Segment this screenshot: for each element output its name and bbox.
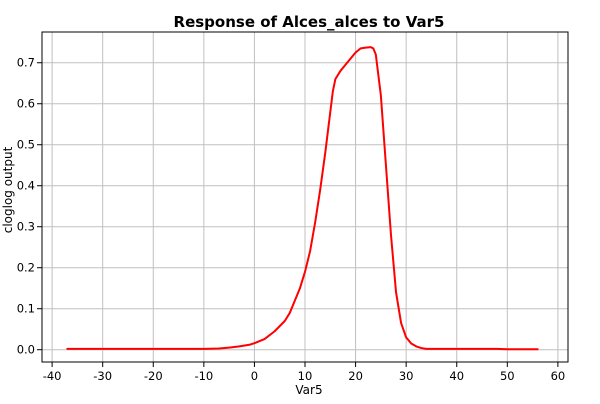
response-curve-line xyxy=(66,46,539,351)
y-tick-label: 0.0 xyxy=(17,343,35,357)
x-tick-label: 20 xyxy=(348,369,363,383)
y-tick-label: 0.3 xyxy=(17,220,35,234)
x-tick-label: 60 xyxy=(551,369,566,383)
x-tick-label: 10 xyxy=(298,369,313,383)
x-tick-label: -30 xyxy=(93,369,112,383)
ticks: -40 -30 -20 -10 0 10 20 30 40 50 60 0.0 0.1 0.2 0.3 0.4… xyxy=(17,56,566,383)
x-tick-label: -20 xyxy=(144,369,163,383)
y-tick-label: 0.1 xyxy=(17,302,35,316)
x-tick-label: 0 xyxy=(251,369,258,383)
series-layer xyxy=(66,46,539,351)
x-tick-label: 30 xyxy=(399,369,414,383)
x-tick-label: -10 xyxy=(194,369,213,383)
y-tick-label: 0.7 xyxy=(17,56,35,70)
y-tick-label: 0.2 xyxy=(17,261,35,275)
x-axis-label: Var5 xyxy=(295,383,322,397)
chart-title: Response of Alces_alces to Var5 xyxy=(174,13,445,31)
x-tick-label: 50 xyxy=(500,369,515,383)
y-tick-label: 0.6 xyxy=(17,97,35,111)
y-tick-label: 0.5 xyxy=(17,138,35,152)
y-axis-label: cloglog output xyxy=(1,146,15,233)
x-tick-label: 40 xyxy=(449,369,464,383)
x-tick-label: -40 xyxy=(43,369,62,383)
y-tick-label: 0.4 xyxy=(17,179,35,193)
